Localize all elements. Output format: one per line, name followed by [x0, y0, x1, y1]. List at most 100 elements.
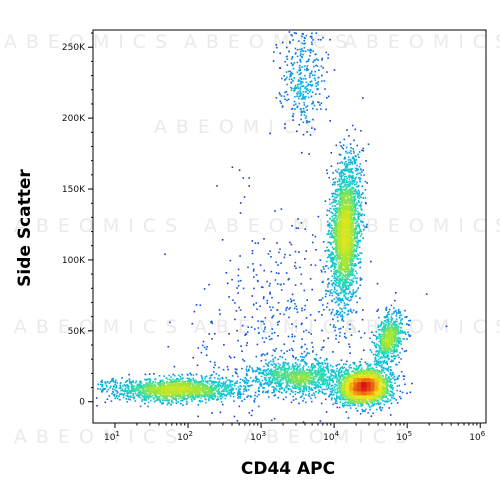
- event-point: [260, 383, 263, 386]
- event-point: [346, 404, 349, 407]
- event-point: [323, 393, 326, 395]
- event-point: [347, 288, 350, 290]
- event-point: [271, 379, 273, 382]
- event-point: [213, 371, 215, 373]
- event-point: [331, 215, 333, 218]
- event-point: [287, 373, 289, 376]
- event-point: [303, 370, 306, 372]
- event-point: [344, 275, 347, 278]
- event-point: [338, 303, 340, 305]
- event-point: [386, 355, 389, 358]
- event-point: [390, 360, 392, 363]
- event-point: [314, 387, 316, 390]
- event-point: [345, 191, 347, 193]
- event-point: [175, 395, 177, 398]
- event-point: [191, 322, 194, 325]
- event-point: [349, 402, 352, 405]
- event-point: [293, 307, 296, 310]
- event-point: [315, 353, 318, 356]
- event-point: [299, 396, 302, 398]
- event-point: [245, 374, 248, 377]
- event-point: [340, 288, 342, 290]
- event-point: [294, 393, 297, 396]
- event-point: [382, 375, 384, 378]
- event-point: [302, 133, 305, 136]
- event-point: [243, 398, 246, 401]
- event-point: [344, 173, 346, 175]
- event-point: [358, 254, 360, 257]
- event-point: [119, 384, 122, 387]
- event-point: [340, 382, 342, 384]
- event-point: [313, 392, 315, 394]
- event-point: [210, 388, 212, 390]
- event-point: [342, 375, 344, 378]
- event-point: [316, 108, 318, 111]
- event-point: [342, 282, 344, 285]
- event-point: [354, 167, 357, 170]
- event-point: [353, 217, 356, 220]
- event-point: [371, 368, 374, 370]
- event-point: [286, 83, 289, 86]
- event-point: [291, 34, 293, 37]
- event-point: [333, 258, 336, 260]
- event-point: [384, 359, 386, 362]
- event-point: [196, 381, 199, 383]
- event-point: [330, 369, 332, 372]
- event-point: [294, 89, 296, 91]
- event-point: [338, 369, 341, 371]
- event-point: [378, 403, 381, 405]
- event-point: [341, 299, 343, 301]
- event-point: [347, 296, 350, 299]
- event-point: [291, 115, 294, 117]
- event-point: [351, 162, 354, 165]
- event-point: [166, 381, 168, 383]
- event-point: [267, 365, 270, 367]
- event-point: [341, 179, 344, 181]
- event-point: [340, 396, 343, 399]
- event-point: [285, 90, 288, 93]
- event-point: [362, 147, 365, 150]
- event-point: [316, 374, 318, 377]
- event-point: [297, 87, 300, 90]
- event-point: [204, 383, 207, 386]
- event-point: [396, 326, 398, 329]
- event-point: [354, 178, 356, 181]
- event-point: [385, 395, 388, 397]
- event-point: [357, 366, 360, 368]
- event-point: [278, 382, 281, 384]
- event-point: [293, 32, 296, 34]
- event-point: [395, 329, 398, 332]
- event-point: [395, 330, 398, 333]
- event-point: [192, 377, 194, 380]
- event-point: [306, 299, 308, 301]
- event-point: [334, 372, 337, 374]
- event-point: [248, 185, 250, 187]
- event-point: [305, 329, 308, 332]
- event-point: [373, 342, 376, 345]
- event-point: [396, 402, 399, 404]
- event-point: [383, 353, 385, 356]
- event-point: [339, 327, 342, 330]
- event-point: [352, 281, 355, 284]
- event-point: [302, 366, 304, 369]
- event-point: [346, 398, 348, 401]
- event-point: [356, 253, 359, 255]
- event-point: [343, 178, 346, 180]
- event-point: [336, 406, 339, 409]
- event-point: [341, 370, 343, 372]
- event-point: [253, 268, 255, 271]
- event-point: [395, 349, 398, 352]
- event-point: [116, 390, 118, 392]
- event-point: [396, 389, 398, 392]
- event-point: [233, 400, 235, 402]
- event-point: [215, 373, 218, 375]
- event-point: [331, 234, 333, 236]
- event-point: [307, 69, 309, 71]
- event-point: [359, 361, 361, 363]
- event-point: [263, 370, 266, 372]
- event-point: [339, 141, 341, 144]
- event-point: [355, 247, 358, 250]
- event-point: [141, 395, 144, 398]
- event-point: [392, 377, 394, 379]
- event-point: [214, 364, 216, 366]
